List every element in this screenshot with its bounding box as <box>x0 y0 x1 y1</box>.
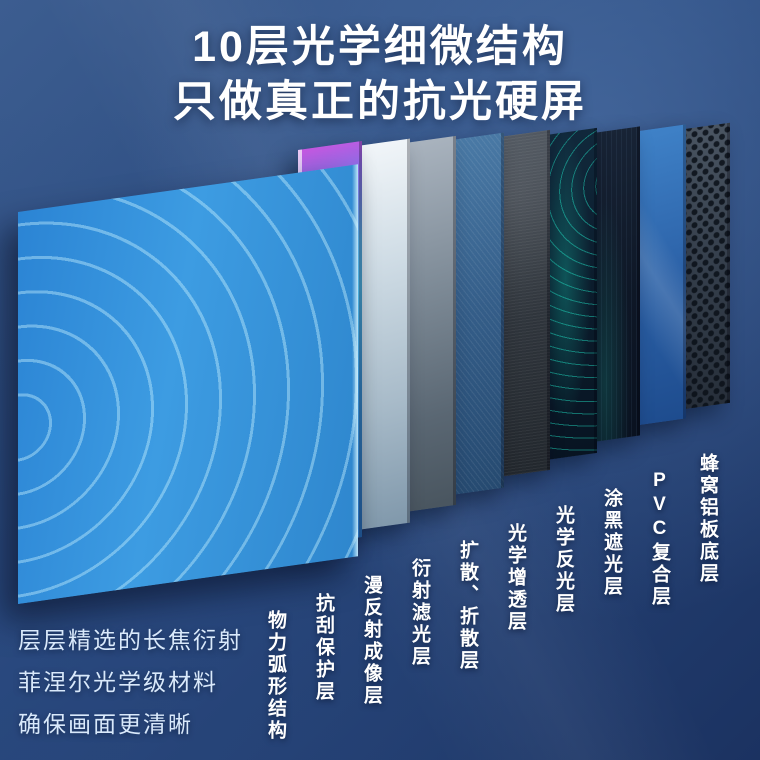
layer-label-blackout: 涂黑遮光层 <box>601 487 622 598</box>
layer-label-spread: 扩散、折散层 <box>457 540 478 672</box>
layer-label-pvc: PVC复合层 <box>649 470 670 608</box>
layer-label-antireflect: 光学增透层 <box>505 522 526 633</box>
layer-panel-fresnel <box>18 164 358 604</box>
title-line-1: 10层光学细微结构 <box>192 23 568 71</box>
title-line-2: 只做真正的抗光硬屏 <box>173 78 587 127</box>
layer-label-protect: 抗刮保护层 <box>313 592 334 703</box>
layer-label-fresnel: 物力弧形结构 <box>265 610 286 742</box>
title-block: 10层光学细微结构 只做真正的抗光硬屏 <box>0 20 760 130</box>
layer-panel-pvc <box>632 124 686 426</box>
footer-line-1: 层层精选的长焦衍射 <box>18 627 243 653</box>
footer-line-3: 确保画面更清晰 <box>18 710 193 737</box>
footer-text: 层层精选的长焦衍射 菲涅尔光学级材料 确保画面更清晰 <box>18 620 243 746</box>
layer-label-honeycomb: 蜂窝铝板底层 <box>697 452 718 585</box>
footer-line-2: 菲涅尔光学级材料 <box>18 668 218 695</box>
layer-label-diffuse: 漫反射成像层 <box>361 575 382 707</box>
layer-label-reflect: 光学反光层 <box>553 505 574 615</box>
layer-label-filter: 衍射滤光层 <box>409 557 430 668</box>
